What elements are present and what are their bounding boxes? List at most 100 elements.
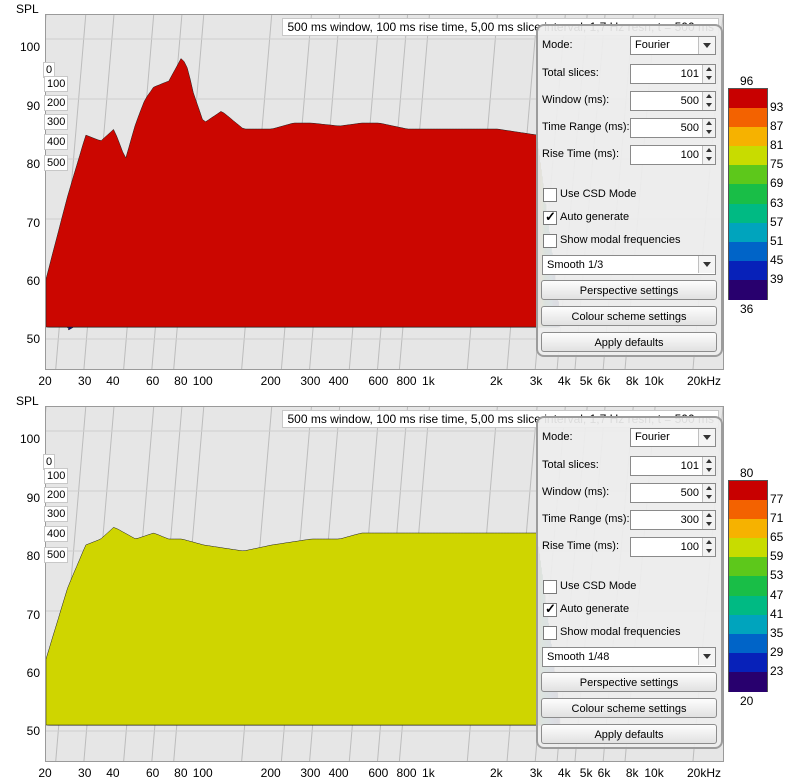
x-tick-label: 3k bbox=[529, 766, 543, 780]
x-tick-label: 2k bbox=[489, 374, 503, 388]
slices-spinner[interactable]: 101 bbox=[630, 456, 716, 476]
rise-time-spinner[interactable]: 100 bbox=[630, 145, 716, 165]
colorbar-segment bbox=[729, 89, 767, 110]
x-tick-label: 6k bbox=[597, 374, 611, 388]
y-tick-label: 50 bbox=[26, 724, 40, 738]
mode-value: Fourier bbox=[635, 431, 670, 443]
mode-select[interactable]: Fourier bbox=[630, 36, 716, 55]
colorbar-tick-label: 41 bbox=[770, 606, 784, 621]
colorbar-tick-label: 57 bbox=[770, 214, 784, 229]
spin-up-icon[interactable] bbox=[702, 538, 715, 547]
csd-panel-bottom: SPL 100 90 80 70 60 50 500 ms window, 10… bbox=[0, 392, 800, 784]
spin-up-icon[interactable] bbox=[702, 119, 715, 128]
y-tick-label: 50 bbox=[26, 332, 40, 346]
time-range-value: 500 bbox=[680, 122, 699, 134]
time-tick-label: 0 bbox=[43, 62, 56, 78]
x-tick-label: 200 bbox=[260, 374, 281, 388]
x-tick-label: 600 bbox=[368, 374, 389, 388]
time-range-spinner[interactable]: 500 bbox=[630, 118, 716, 138]
colorbar-segment bbox=[729, 538, 767, 559]
csd-mode-label: Use CSD Mode bbox=[560, 580, 637, 592]
smoothing-select[interactable]: Smooth 1/48 bbox=[542, 647, 716, 667]
colorbar-tick-label: 71 bbox=[770, 511, 784, 526]
y-tick-label: 60 bbox=[26, 666, 40, 680]
time-range-spinner[interactable]: 300 bbox=[630, 510, 716, 530]
colorbar-segment bbox=[729, 500, 767, 521]
window-spinner[interactable]: 500 bbox=[630, 91, 716, 111]
spin-down-icon[interactable] bbox=[702, 74, 715, 83]
time-tick-label: 200 bbox=[44, 487, 69, 503]
x-tick-label: 40 bbox=[106, 766, 120, 780]
colorbar-tick-label: 59 bbox=[770, 549, 784, 564]
rise-time-spinner[interactable]: 100 bbox=[630, 537, 716, 557]
colorbar-segment bbox=[729, 241, 767, 262]
chevron-down-icon[interactable] bbox=[698, 37, 715, 54]
colorbar-min-label: 20 bbox=[740, 694, 754, 708]
spin-down-icon[interactable] bbox=[702, 101, 715, 110]
time-range-label: Time Range (ms): bbox=[542, 121, 630, 133]
perspective-settings-button[interactable]: Perspective settings bbox=[541, 672, 717, 692]
colorbar-segment bbox=[729, 279, 767, 300]
spin-down-icon[interactable] bbox=[702, 547, 715, 556]
colorbar-segment bbox=[729, 557, 767, 578]
spin-up-icon[interactable] bbox=[702, 65, 715, 74]
chevron-down-icon[interactable] bbox=[698, 429, 715, 446]
x-tick-label: 30 bbox=[78, 374, 92, 388]
rise-time-label: Rise Time (ms): bbox=[542, 148, 619, 160]
mode-select[interactable]: Fourier bbox=[630, 428, 716, 447]
smoothing-select[interactable]: Smooth 1/3 bbox=[542, 255, 716, 275]
colorbar-segment bbox=[729, 595, 767, 616]
spin-up-icon[interactable] bbox=[702, 457, 715, 466]
window-spinner[interactable]: 500 bbox=[630, 483, 716, 503]
colorbar-tick-label: 87 bbox=[770, 119, 784, 134]
spectrum-slice bbox=[46, 58, 538, 328]
auto-generate-checkbox[interactable] bbox=[543, 209, 557, 225]
x-tick-label: 20kHz bbox=[686, 766, 722, 780]
colour-scheme-settings-button[interactable]: Colour scheme settings bbox=[541, 698, 717, 718]
spin-up-icon[interactable] bbox=[702, 484, 715, 493]
colorbar-segment bbox=[729, 614, 767, 635]
modal-frequencies-checkbox[interactable] bbox=[543, 626, 557, 640]
colorbar-tick-label: 63 bbox=[770, 195, 784, 210]
spin-down-icon[interactable] bbox=[702, 155, 715, 164]
colorbar bbox=[728, 480, 768, 692]
x-tick-label: 100 bbox=[192, 766, 213, 780]
apply-defaults-button[interactable]: Apply defaults bbox=[541, 332, 717, 352]
x-tick-label: 60 bbox=[145, 374, 160, 388]
y-tick-label: 80 bbox=[26, 549, 40, 563]
colour-scheme-settings-button[interactable]: Colour scheme settings bbox=[541, 306, 717, 326]
slices-row: Total slices: 101 bbox=[542, 456, 716, 476]
x-tick-label: 1k bbox=[422, 766, 435, 780]
colorbar-segment bbox=[729, 203, 767, 224]
chevron-down-icon[interactable] bbox=[698, 648, 715, 665]
spin-up-icon[interactable] bbox=[702, 146, 715, 155]
time-range-row: Time Range (ms): 300 bbox=[542, 510, 716, 530]
csd-mode-checkbox[interactable] bbox=[543, 188, 557, 202]
colorbar-tick-label: 53 bbox=[770, 568, 784, 583]
window-value: 500 bbox=[680, 95, 699, 107]
apply-defaults-button[interactable]: Apply defaults bbox=[541, 724, 717, 744]
spin-down-icon[interactable] bbox=[702, 520, 715, 529]
x-tick-label: 8k bbox=[625, 766, 639, 780]
mode-label: Mode: bbox=[542, 39, 573, 51]
slices-spinner[interactable]: 101 bbox=[630, 64, 716, 84]
spin-down-icon[interactable] bbox=[702, 128, 715, 137]
colorbar-tick-label: 81 bbox=[770, 138, 784, 153]
perspective-settings-button[interactable]: Perspective settings bbox=[541, 280, 717, 300]
waterfall-plot[interactable]: 500 ms window, 100 ms rise time, 5,00 ms… bbox=[45, 14, 724, 370]
csd-mode-checkbox[interactable] bbox=[543, 580, 557, 594]
x-tick-label: 200 bbox=[260, 766, 281, 780]
x-tick-label: 8k bbox=[625, 374, 639, 388]
spin-up-icon[interactable] bbox=[702, 92, 715, 101]
chevron-down-icon[interactable] bbox=[698, 256, 715, 273]
y-unit-label: SPL bbox=[16, 394, 39, 408]
colorbar-tick-label: 51 bbox=[770, 233, 784, 248]
spin-down-icon[interactable] bbox=[702, 493, 715, 502]
modal-frequencies-checkbox[interactable] bbox=[543, 234, 557, 248]
auto-generate-checkbox[interactable] bbox=[543, 601, 557, 617]
spin-up-icon[interactable] bbox=[702, 511, 715, 520]
colorbar-max-label: 96 bbox=[740, 74, 754, 88]
time-tick-label: 100 bbox=[44, 468, 69, 484]
colorbar-segment bbox=[729, 481, 767, 502]
spin-down-icon[interactable] bbox=[702, 466, 715, 475]
